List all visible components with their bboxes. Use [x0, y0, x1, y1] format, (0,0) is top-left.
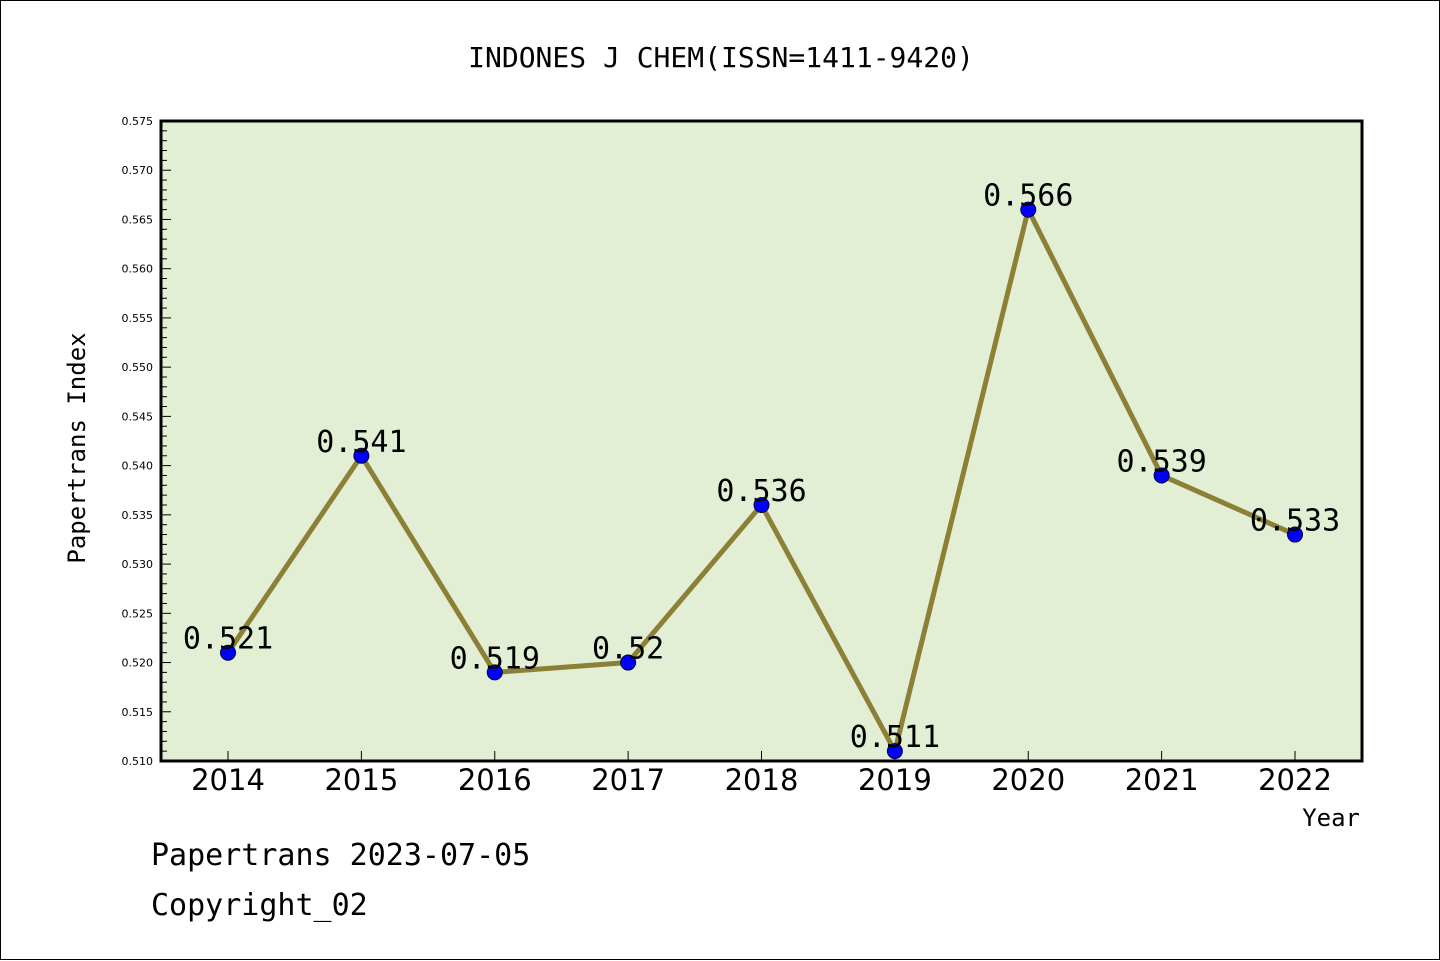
data-labels: 0.521 0.541 0.519 0.52 0.536 0.511 0.566 0.539 0…	[183, 179, 1340, 756]
y-tick-label: 0.570	[122, 164, 154, 177]
y-axis: 0.510 0.515 0.520 0.525 0.530 0.535 0.540 0.545…	[122, 115, 171, 768]
y-tick-label: 0.520	[122, 657, 154, 670]
y-axis-label: Papertrans Index	[63, 332, 91, 563]
footer-date: Papertrans 2023-07-05	[151, 838, 530, 873]
y-tick-label: 0.575	[122, 115, 154, 128]
y-tick-label: 0.510	[122, 755, 154, 768]
x-axis-label: Year	[1302, 804, 1360, 832]
chart-title: INDONES J CHEM(ISSN=1411-9420)	[468, 41, 974, 74]
data-label: 0.541	[316, 425, 406, 460]
x-tick-label: 2016	[458, 763, 532, 797]
x-tick-label: 2019	[858, 763, 932, 797]
data-label: 0.521	[183, 622, 273, 657]
y-tick-label: 0.525	[122, 607, 154, 620]
x-tick-label: 2015	[324, 763, 398, 797]
data-point	[1020, 201, 1037, 218]
data-point	[486, 664, 503, 681]
data-label: 0.511	[850, 720, 940, 755]
data-label: 0.533	[1250, 504, 1340, 539]
y-tick-label: 0.535	[122, 509, 154, 522]
x-tick-label: 2022	[1258, 763, 1332, 797]
y-tick-label: 0.515	[122, 706, 154, 719]
footer-copyright: Copyright_02	[151, 888, 368, 923]
data-point	[886, 743, 903, 760]
x-tick-label: 2021	[1125, 763, 1199, 797]
y-tick-label: 0.565	[122, 213, 154, 226]
data-label: 0.539	[1116, 444, 1206, 479]
data-point	[1287, 526, 1303, 543]
data-label: 0.536	[716, 474, 806, 509]
data-points	[220, 201, 1303, 760]
data-point	[620, 654, 637, 671]
plot-area	[159, 119, 1364, 763]
data-point	[353, 447, 370, 464]
x-tick-label: 2020	[991, 763, 1065, 797]
data-point	[753, 497, 770, 513]
y-tick-label: 0.545	[122, 410, 154, 423]
y-tick-label: 0.540	[122, 460, 154, 473]
data-label: 0.52	[592, 632, 664, 667]
data-label: 0.519	[450, 641, 540, 676]
data-label: 0.566	[983, 179, 1073, 214]
x-tick-label: 2018	[725, 763, 799, 797]
y-tick-label: 0.530	[122, 558, 154, 571]
x-axis: 2014 2015 2016 2017 2018 2019 2020 2021 2022	[191, 751, 1332, 797]
y-tick-label: 0.560	[122, 263, 154, 276]
data-point	[1153, 467, 1170, 484]
y-tick-label: 0.550	[122, 361, 154, 374]
data-point	[220, 644, 236, 661]
x-tick-label: 2017	[591, 763, 665, 797]
y-tick-label: 0.555	[122, 312, 154, 325]
x-tick-label: 2014	[191, 763, 265, 797]
